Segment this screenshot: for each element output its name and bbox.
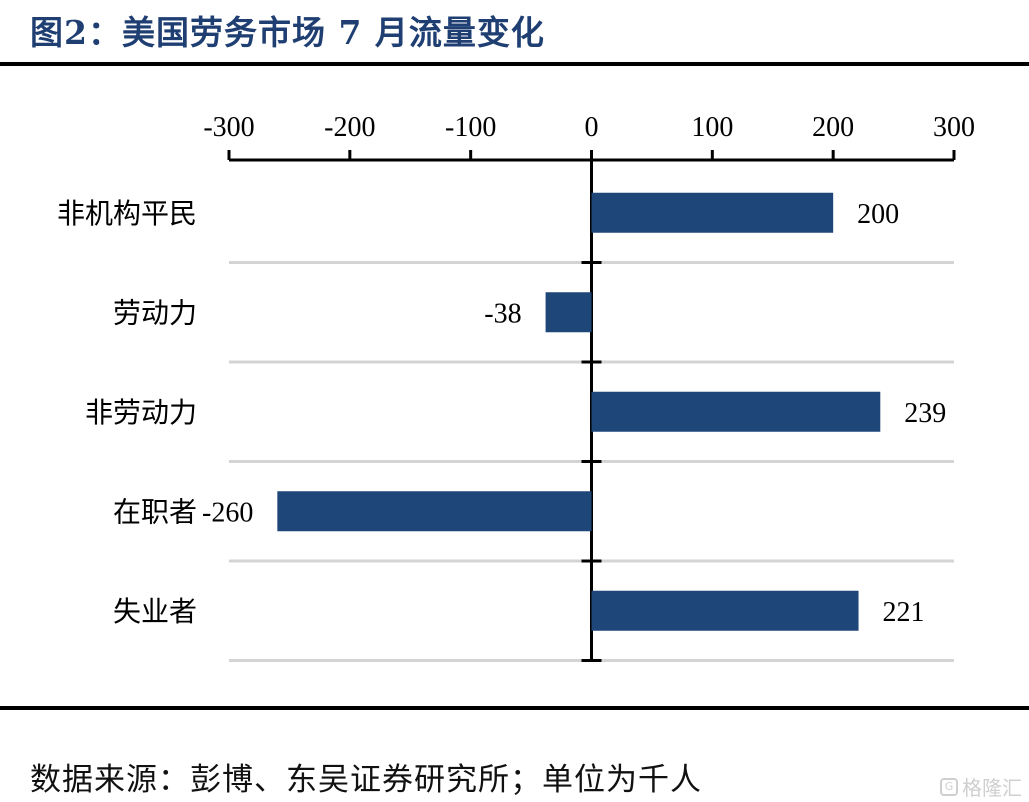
category-label: 在职者 [113,495,197,528]
category-label: 非劳动力 [85,396,197,429]
data-label: 239 [904,398,946,429]
x-tick-label: 200 [812,112,854,143]
bottom-rule [0,706,1029,710]
bar [591,590,859,631]
x-tick-label: 0 [585,112,599,143]
watermark-logo-icon: G [940,777,958,796]
data-label: 221 [883,597,925,628]
data-label: 200 [857,199,899,230]
source-note: 数据来源：彭博、东吴证券研究所；单位为千人 [30,762,702,798]
x-tick-label: -300 [203,112,254,143]
data-label: -38 [484,298,521,329]
category-label: 非机构平民 [57,197,197,230]
category-label: 失业者 [113,595,197,628]
data-label: -260 [202,497,253,528]
x-tick-label: -100 [445,112,496,143]
bar [277,491,592,532]
watermark-text: 格隆汇 [962,776,1022,800]
top-rule [0,62,1029,66]
bar [591,391,881,432]
watermark: G 格隆汇 [940,772,1022,801]
bar-chart: -300 -200 -100 0 100 200 300 非机构平民 200 劳动力 -38 非劳动力… [57,112,975,662]
category-label: 劳动力 [113,296,197,329]
bar [591,192,834,233]
bar [545,292,592,333]
x-tick-label: 300 [933,112,975,143]
x-tick-label: 100 [691,112,733,143]
chart-title: 图2：美国劳务市场 7 月流量变化 [30,13,545,52]
x-tick-label: -200 [324,112,375,143]
